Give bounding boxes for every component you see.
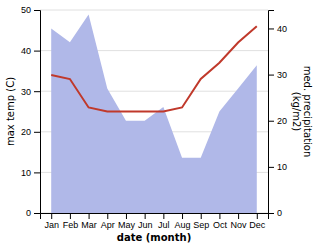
tick: Feb xyxy=(63,213,79,230)
tick-mark xyxy=(126,213,127,219)
tick-label: Apr xyxy=(101,220,115,230)
tick-mark xyxy=(219,213,220,219)
x-axis-title: date (month) xyxy=(117,232,191,243)
tick: 30 xyxy=(21,87,40,97)
tick-mark xyxy=(268,28,274,29)
chart: Jan FebMar AprMayJun Jul AugSep OctNovDec 0 10 2… xyxy=(0,0,318,247)
plot: Jan FebMar AprMayJun Jul AugSep OctNovDec 0 10 2… xyxy=(21,5,287,230)
tick-mark xyxy=(257,213,258,219)
tick: 10 xyxy=(21,168,40,178)
tick-mark xyxy=(89,213,90,219)
tick-mark xyxy=(238,213,239,219)
area xyxy=(51,15,257,213)
axis-line xyxy=(34,11,41,214)
tick-label: 10 xyxy=(21,168,31,178)
y2-axis-title: med. precipitation(kg/m2) xyxy=(291,66,313,158)
tick-label: 50 xyxy=(21,5,31,15)
y-axis-title: max temp (C) xyxy=(5,77,16,146)
tick-label: 40 xyxy=(21,46,31,56)
tick-label: 10 xyxy=(277,162,287,172)
tick: Oct xyxy=(213,213,228,230)
tick-mark xyxy=(163,213,164,219)
tick-label: 0 xyxy=(26,208,31,218)
tick-mark xyxy=(70,213,71,219)
line xyxy=(51,26,257,111)
y2-axis-title-line: med. precipitation xyxy=(302,66,313,158)
tick-mark xyxy=(268,167,274,168)
tick-mark xyxy=(268,75,274,76)
x-axis: Jan FebMar AprMayJun Jul AugSep OctNovDec xyxy=(41,213,269,230)
tick-mark xyxy=(51,213,52,219)
tick-label: May xyxy=(118,220,136,230)
tick: Dec xyxy=(249,213,266,230)
tick: Aug xyxy=(175,213,191,230)
tick: 30 xyxy=(268,70,287,80)
tick-label: Mar xyxy=(81,220,97,230)
tick-mark xyxy=(34,51,40,52)
tick: Apr xyxy=(101,213,115,230)
tick-mark xyxy=(34,10,40,11)
tick-label: 0 xyxy=(277,208,282,218)
tick-label: Dec xyxy=(249,220,266,230)
tick: 40 xyxy=(268,24,287,34)
tick: Jun xyxy=(138,213,153,230)
tick-label: 20 xyxy=(277,116,287,126)
tick: 0 xyxy=(268,208,282,218)
tick-label: Sep xyxy=(193,220,209,230)
axis-line xyxy=(41,214,269,220)
tick: Jan xyxy=(44,213,59,230)
tick: Mar xyxy=(81,213,97,230)
marks xyxy=(51,15,257,213)
y2-axis: 0 10 20 30 40 xyxy=(268,11,287,219)
tick-label: Nov xyxy=(231,220,248,230)
tick: Jul xyxy=(158,213,170,230)
tick-label: Aug xyxy=(175,220,191,230)
tick-label: 40 xyxy=(277,24,287,34)
tick: 40 xyxy=(21,46,40,56)
tick: 20 xyxy=(268,116,287,126)
axis-line xyxy=(269,11,275,214)
tick: Sep xyxy=(193,213,209,230)
tick-mark xyxy=(34,213,40,214)
tick: 20 xyxy=(21,127,40,137)
tick-mark xyxy=(34,172,40,173)
grid-line xyxy=(40,10,268,11)
tick-label: 20 xyxy=(21,127,31,137)
tick-mark xyxy=(34,91,40,92)
tick-mark xyxy=(182,213,183,219)
tick-label: Jan xyxy=(44,220,59,230)
y2-axis-title-line: (kg/m2) xyxy=(291,92,302,132)
tick-mark xyxy=(145,213,146,219)
tick-mark xyxy=(201,213,202,219)
tick-label: Jul xyxy=(158,220,170,230)
tick-label: 30 xyxy=(21,87,31,97)
y-axis: 0 10 20 30 40 50 xyxy=(21,5,41,218)
tick: May xyxy=(118,213,136,230)
tick-mark xyxy=(34,132,40,133)
tick-label: Jun xyxy=(138,220,153,230)
tick: 10 xyxy=(268,162,287,172)
tick: Nov xyxy=(231,213,248,230)
tick-mark xyxy=(107,213,108,219)
tick-mark xyxy=(268,121,274,122)
tick: 0 xyxy=(26,208,40,218)
grid xyxy=(40,10,268,213)
tick-mark xyxy=(268,213,274,214)
tick: 50 xyxy=(21,5,40,15)
tick-label: Oct xyxy=(213,220,228,230)
tick-label: 30 xyxy=(277,70,287,80)
tick-label: Feb xyxy=(63,220,79,230)
